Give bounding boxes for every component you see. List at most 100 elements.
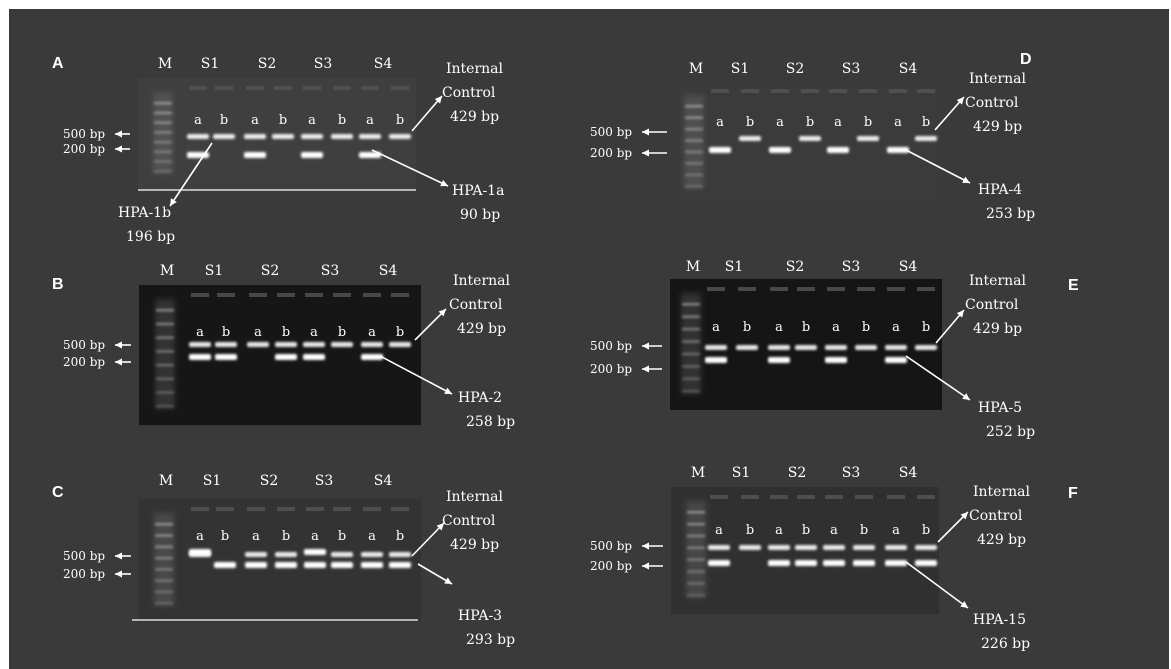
marker-arrow-head <box>642 128 649 136</box>
band-allele <box>853 560 875 566</box>
sub-lane-label: a <box>894 115 902 130</box>
well <box>889 89 907 93</box>
band-allele <box>768 560 790 566</box>
band-control <box>736 345 758 350</box>
well <box>277 293 295 297</box>
control-arrow-head <box>438 309 446 317</box>
allele-label: 258 bp <box>466 414 515 430</box>
panel-f: F M S1 S2 S3 S4 a b a b a b a b 500 bp 200 bp Internal Co… <box>590 465 1078 652</box>
lane-label: S1 <box>205 263 224 279</box>
well <box>333 507 351 511</box>
well <box>857 287 875 291</box>
band-allele <box>768 357 790 363</box>
ladder-band <box>155 556 173 560</box>
well <box>391 293 409 297</box>
band-control <box>768 345 790 350</box>
well <box>855 495 873 499</box>
band-control <box>795 345 817 350</box>
well <box>797 495 815 499</box>
well <box>707 287 725 291</box>
internal-control-label: 429 bp <box>450 537 499 553</box>
gel-image <box>675 81 941 205</box>
sub-lane-label: a <box>712 320 720 335</box>
sub-lane-label: b <box>922 320 930 335</box>
sub-lane-label: b <box>864 115 872 130</box>
band-allele <box>885 357 907 363</box>
sub-lane-label: a <box>251 113 259 128</box>
marker-arrow-head <box>115 341 122 349</box>
band-allele <box>189 354 211 360</box>
panel-e: E M S1 S2 S3 S4 a b a b a b a b 500 bp 200 bp Internal Co… <box>590 259 1079 440</box>
band-allele <box>244 152 266 158</box>
ladder-band <box>155 568 173 571</box>
gel-image <box>671 487 939 614</box>
ladder-band <box>682 390 700 393</box>
allele-label: HPA-1a <box>452 183 504 199</box>
band-allele <box>795 560 817 566</box>
band-allele <box>887 147 909 153</box>
allele-label: HPA-2 <box>458 390 502 406</box>
band-allele <box>823 560 845 566</box>
band-allele <box>304 562 326 568</box>
allele-arrow <box>905 355 971 401</box>
allele-label: HPA-1b <box>118 205 171 221</box>
well <box>741 495 759 499</box>
allele-label: 252 bp <box>986 424 1035 440</box>
marker-arrow-head <box>642 562 649 570</box>
panel-letter: A <box>52 55 64 72</box>
well <box>217 293 235 297</box>
ladder-band <box>685 116 703 119</box>
band-control <box>708 545 730 550</box>
ladder-band <box>155 545 173 549</box>
band-control <box>739 545 761 550</box>
ladder-band <box>156 391 174 394</box>
ladder-band <box>687 558 705 561</box>
internal-control-label: Control <box>969 508 1023 524</box>
well <box>363 507 381 511</box>
allele-label: 90 bp <box>460 207 500 223</box>
ladder-band <box>154 102 172 105</box>
sub-lane-label: b <box>221 529 229 544</box>
sub-lane-label: a <box>368 325 376 340</box>
allele-label: 293 bp <box>466 632 515 648</box>
well <box>191 507 209 511</box>
lane-label: S4 <box>374 473 393 489</box>
gel-image <box>139 499 421 622</box>
internal-control-label: Internal <box>446 61 504 77</box>
band-control <box>361 342 383 347</box>
ladder-band <box>682 315 700 318</box>
band-control <box>301 134 323 139</box>
control-arrow <box>411 95 443 132</box>
band-allele <box>245 562 267 568</box>
ladder-band <box>685 173 703 177</box>
band-control <box>245 552 267 557</box>
marker-label: 200 bp <box>63 355 105 369</box>
marker-arrow-head <box>642 365 649 373</box>
sub-lane-label: b <box>746 523 754 538</box>
marker-arrow-head <box>642 342 649 350</box>
allele-arrow-head <box>170 198 177 206</box>
marker-label: 200 bp <box>590 146 632 160</box>
sub-lane-label: a <box>368 529 376 544</box>
lane-label: S2 <box>786 259 805 275</box>
well <box>249 293 267 297</box>
band-allele <box>915 560 937 566</box>
well <box>189 86 207 90</box>
sub-lane-label: a <box>194 113 202 128</box>
panel-b: B M S1 S2 S3 S4 a b a b a b a b 500 bp 200 bp Internal Co… <box>52 263 515 430</box>
band-control <box>189 342 211 347</box>
band-allele <box>359 152 381 158</box>
internal-control-label: Control <box>449 297 503 313</box>
lane-label: S1 <box>201 56 220 72</box>
internal-control-label: 429 bp <box>977 532 1026 548</box>
band-allele <box>361 354 383 360</box>
lane-label: S2 <box>260 473 279 489</box>
ladder-band <box>154 140 172 144</box>
marker-arrow-head <box>642 149 649 157</box>
sub-lane-label: a <box>252 529 260 544</box>
gel-image <box>670 279 942 410</box>
ladder-band <box>685 162 703 165</box>
well <box>215 86 233 90</box>
ladder-band <box>682 365 700 368</box>
ladder-smear <box>681 293 701 394</box>
